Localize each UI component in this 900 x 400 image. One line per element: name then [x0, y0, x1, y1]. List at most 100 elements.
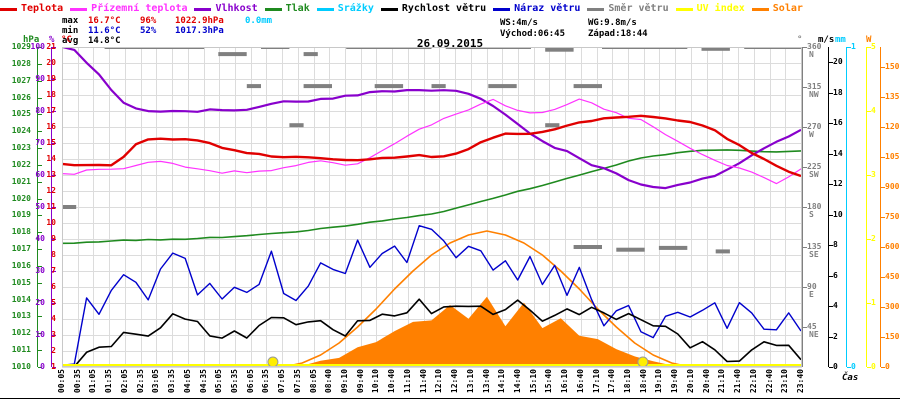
axis-tick-label: 20	[46, 58, 56, 67]
axis-tick-label: 6	[833, 270, 838, 280]
x-axis-label-28: 14:10	[497, 369, 506, 394]
x-axis-label-35: 17:40	[607, 369, 616, 394]
legend-item-6: Náraz větru	[493, 4, 580, 14]
plot-border	[62, 47, 802, 367]
legend-item-8: UV index	[675, 4, 745, 14]
axis-tick-label: 1022	[11, 159, 31, 169]
axis-tick-sublabel: NE	[809, 330, 819, 339]
axis-tick-label: 1013	[11, 311, 31, 321]
x-axis-label-1: 00:35	[73, 369, 82, 394]
axis-tick-sublabel: NW	[809, 90, 819, 99]
axis-unit-hPa: hPa	[23, 35, 40, 45]
axis-tick	[867, 111, 871, 112]
stats-press-min: 1017.3hPa	[175, 26, 224, 36]
axis-pressure	[37, 47, 38, 367]
legend-item-9: Solar	[751, 4, 803, 14]
x-axis-label-21: 10:40	[387, 369, 396, 394]
wind-direction-marker	[658, 245, 688, 250]
x-axis-label-31: 15:40	[544, 369, 553, 394]
axis-tick	[52, 335, 56, 336]
axis-tick-label: 1200	[885, 122, 900, 131]
grid-line-h	[62, 111, 802, 112]
axis-tick-label: 150	[885, 332, 900, 341]
axis-tick	[881, 187, 885, 188]
x-axis-label-37: 18:40	[639, 369, 648, 394]
axis-tick-label: 1024	[11, 126, 31, 136]
legend-item-7: Směr větru	[587, 4, 669, 14]
x-axis-label-17: 08:40	[324, 369, 333, 394]
axis-tick	[38, 181, 42, 183]
axis-tick	[803, 247, 807, 248]
axis-tick-label: 13	[46, 170, 56, 179]
axis-tick	[38, 299, 42, 301]
chart-legend: Teplota Přízemní teplota Vlhkost Tlak Srážky…	[0, 2, 900, 16]
grid-line-h	[62, 271, 802, 272]
axis-tick	[881, 367, 885, 368]
axis-rain	[846, 47, 847, 367]
axis-tick	[52, 111, 56, 112]
axis-tick-label: 1014	[11, 294, 31, 304]
axis-tick-label: 1018	[11, 227, 31, 237]
x-axis-label-29: 14:40	[513, 369, 522, 394]
axis-tick	[881, 337, 885, 338]
axis-tick-label: 50	[35, 202, 45, 211]
axis-tick-label: 315	[807, 82, 822, 91]
grid-line-h	[62, 175, 802, 176]
axis-tick	[803, 327, 807, 328]
axis-tick-label: 1	[851, 42, 856, 51]
axis-tick	[867, 175, 871, 176]
grid-line-h	[62, 127, 802, 128]
legend-label-6: Náraz větru	[514, 3, 581, 14]
series-uv-index	[62, 364, 802, 367]
axis-tick	[52, 303, 56, 304]
x-axis-label-33: 16:40	[576, 369, 585, 394]
axis-tick	[829, 214, 833, 216]
x-axis-label-40: 20:10	[686, 369, 695, 394]
axis-tick-label: 900	[885, 182, 900, 191]
axis-tick-sublabel: SW	[809, 170, 819, 179]
axis-tick-label: 100	[30, 42, 45, 51]
axis-tick	[829, 92, 833, 94]
axis-tick	[867, 303, 871, 304]
series-p-zemn-teplota	[62, 98, 802, 185]
x-axis-label-13: 06:35	[261, 369, 270, 394]
series-n-raz-v-tru	[62, 225, 802, 366]
axis-tick-label: 45	[807, 322, 817, 331]
x-axis-label-41: 20:40	[702, 369, 711, 394]
x-axis-label-24: 12:10	[434, 369, 443, 394]
x-axis-label-42: 21:10	[717, 369, 726, 394]
axis-tick-label: 0	[871, 362, 876, 371]
axis-tick-label: 1027	[11, 75, 31, 85]
axis-tick-label: 300	[885, 302, 900, 311]
wind-direction-marker	[303, 84, 332, 89]
axis-tick	[52, 239, 56, 240]
axis-tick-label: 5	[51, 298, 56, 307]
stats-label-max: max	[62, 16, 79, 26]
grid-line-h	[62, 367, 802, 368]
wind-direction-marker	[431, 84, 446, 89]
axis-tick-label: 8	[51, 250, 56, 259]
axis-tick	[52, 207, 56, 208]
axis-tick-label: 1023	[11, 143, 31, 153]
axis-tick-label: 21	[46, 42, 56, 51]
x-axis-label-30: 15:10	[529, 369, 538, 394]
axis-tick	[881, 157, 885, 158]
axis-tick-label: 1010	[11, 362, 31, 371]
axis-tick-label: 7	[51, 266, 56, 275]
wind-direction-marker	[62, 205, 77, 209]
axis-tick-label: 1350	[885, 92, 900, 101]
axis-tick	[829, 184, 833, 186]
wind-direction-marker	[573, 84, 602, 89]
legend-item-3: Tlak	[264, 4, 310, 14]
axis-tick-sublabel: S	[809, 210, 814, 219]
grid-line-h	[62, 223, 802, 224]
axis-unit-mm: mm	[835, 35, 846, 45]
grid-line-h	[62, 319, 802, 320]
axis-tick-label: 5	[871, 42, 876, 51]
axis-tick-label: 12	[46, 186, 56, 195]
axis-tick-label: 1029	[11, 42, 31, 51]
stats-temp-max: 16.7°C	[88, 16, 121, 26]
axis-tick-label: 8	[833, 240, 838, 250]
axis-tick	[52, 367, 56, 368]
